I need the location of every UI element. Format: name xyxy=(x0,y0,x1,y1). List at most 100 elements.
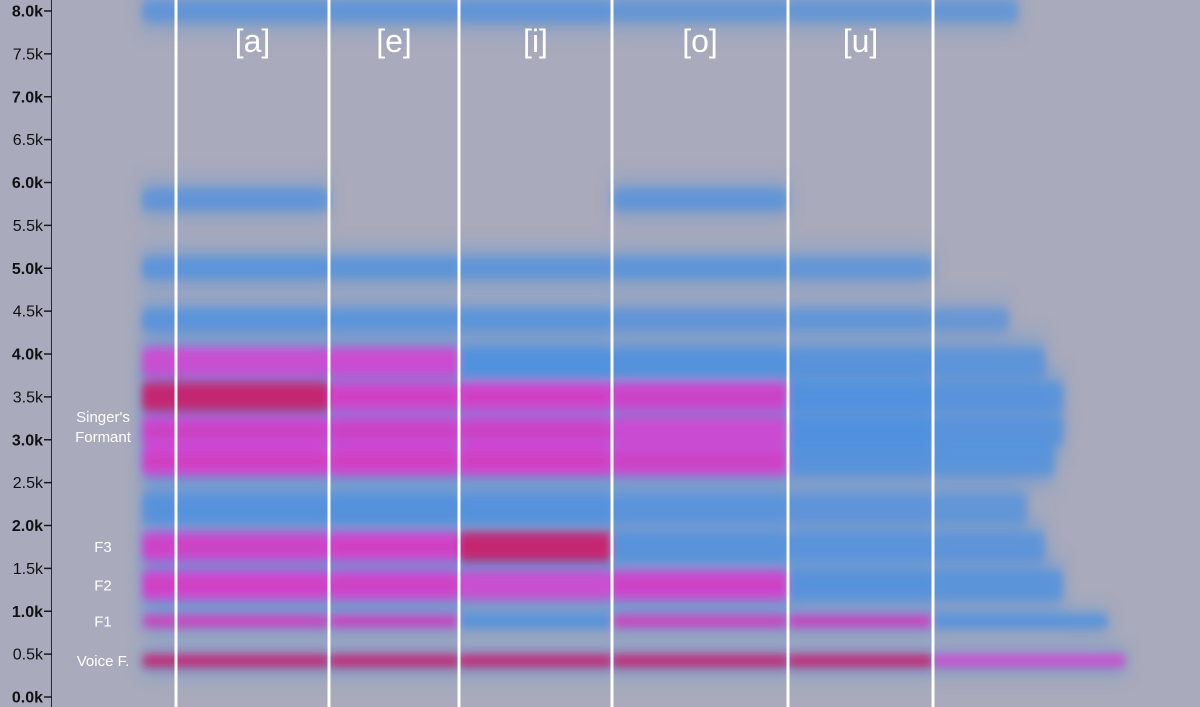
spectral-band xyxy=(788,416,933,447)
y-tick-label: 0.0k xyxy=(12,690,43,707)
spectral-band xyxy=(329,347,459,378)
y-tick-label: 6.0k xyxy=(12,175,43,192)
y-tick-label: 7.0k xyxy=(12,89,43,106)
spectral-band xyxy=(459,347,612,378)
spectral-band-core xyxy=(333,583,455,588)
spectral-band-core xyxy=(333,658,455,663)
spectral-band xyxy=(459,257,612,280)
spectral-band-core xyxy=(463,429,608,434)
y-tick-label: 1.0k xyxy=(12,604,43,621)
spectral-band xyxy=(788,493,933,524)
formant-annotation: F1 xyxy=(94,614,112,631)
y-tick-label: 2.0k xyxy=(12,518,43,535)
spectral-band xyxy=(788,570,933,601)
spectral-band xyxy=(933,416,1063,447)
spectral-band xyxy=(459,493,612,524)
spectral-band xyxy=(459,308,612,331)
spectral-band xyxy=(612,0,788,22)
spectral-band xyxy=(459,0,612,22)
spectral-band xyxy=(612,308,788,331)
spectral-band-core xyxy=(616,394,784,399)
spectral-band-core xyxy=(333,619,455,624)
formant-annotation: Singer's Formant xyxy=(75,409,132,446)
spectral-band xyxy=(329,308,459,331)
formant-annotation: F2 xyxy=(94,578,112,595)
spectral-band-core xyxy=(146,619,325,624)
spectral-band xyxy=(142,188,329,211)
spectral-band xyxy=(142,257,329,280)
spectral-band xyxy=(933,446,1054,477)
spectral-band-core xyxy=(333,544,455,549)
spectral-band-core xyxy=(616,583,784,588)
spectral-band xyxy=(933,615,1108,628)
spectral-band-core xyxy=(146,583,325,588)
spectral-band-core xyxy=(146,459,325,464)
spectral-band-core xyxy=(146,429,325,434)
spectral-band xyxy=(933,570,1063,601)
spectral-band xyxy=(612,531,788,562)
spectral-band xyxy=(933,654,1126,667)
spectral-band xyxy=(788,0,933,22)
spectral-band xyxy=(142,347,329,378)
spectral-band-core xyxy=(616,658,784,663)
vowel-labels: [a] [e] [i] [o] [u] xyxy=(235,23,879,59)
y-tick-label: 6.5k xyxy=(13,132,44,149)
y-tick-label: 2.5k xyxy=(13,475,44,492)
spectral-band-core xyxy=(146,394,325,399)
y-tick-label: 3.5k xyxy=(13,389,44,406)
spectral-band xyxy=(612,416,788,447)
spectral-band xyxy=(142,493,329,524)
spectral-band xyxy=(788,531,933,562)
spectral-bands-layer xyxy=(142,0,1126,667)
spectral-band-core xyxy=(463,459,608,464)
y-tick-label: 0.5k xyxy=(13,647,44,664)
vowel-label: [e] xyxy=(376,23,412,59)
spectral-band xyxy=(329,0,459,22)
spectral-band xyxy=(788,446,933,477)
y-tick-label: 8.0k xyxy=(12,4,43,21)
spectral-band-core xyxy=(616,619,784,624)
spectral-band xyxy=(933,531,1045,562)
y-axis: 0.0k 0.5k 1.0k 1.5k 2.0k 2.5k 3.0k 3.5k 4.0k 4.5k… xyxy=(12,0,52,707)
y-tick-label: 4.0k xyxy=(12,347,43,364)
spectral-band-core xyxy=(146,658,325,663)
formant-annotation: Voice F. xyxy=(77,653,130,670)
spectral-band xyxy=(788,308,933,331)
spectral-band-core xyxy=(333,459,455,464)
y-tick-label: 5.5k xyxy=(13,218,44,235)
spectral-band xyxy=(459,615,612,628)
spectral-band xyxy=(933,0,1018,22)
formant-annotation: F3 xyxy=(94,539,112,556)
spectral-band xyxy=(612,493,788,524)
formant-annotations: Voice F. F1 F2 F3 Singer's Formant xyxy=(75,409,132,670)
spectral-band-core xyxy=(616,459,784,464)
spectral-band-core xyxy=(146,544,325,549)
y-tick-label: 3.0k xyxy=(12,432,43,449)
vowel-dividers xyxy=(174,0,935,707)
spectral-band xyxy=(329,257,459,280)
vowel-label: [u] xyxy=(843,23,879,59)
spectral-band xyxy=(788,381,933,412)
spectral-band-core xyxy=(333,429,455,434)
vowel-label: [o] xyxy=(682,23,718,59)
y-tick-label: 5.0k xyxy=(12,261,43,278)
spectral-band xyxy=(933,347,1045,378)
y-tick-label: 7.5k xyxy=(13,46,44,63)
spectral-band xyxy=(612,188,788,211)
spectral-band xyxy=(788,257,933,280)
y-tick-label: 1.5k xyxy=(13,561,44,578)
spectral-band-core xyxy=(792,658,929,663)
spectral-band xyxy=(933,493,1027,524)
spectral-band xyxy=(612,257,788,280)
y-tick-label: 4.5k xyxy=(13,304,44,321)
vowel-label: [i] xyxy=(523,23,548,59)
spectral-band xyxy=(459,570,612,601)
spectral-band xyxy=(142,0,329,22)
spectral-band-core xyxy=(333,394,455,399)
spectral-band-core xyxy=(463,544,608,549)
vowel-label: [a] xyxy=(235,23,271,59)
spectral-band-core xyxy=(463,658,608,663)
spectral-band xyxy=(933,381,1063,412)
spectral-band-core xyxy=(463,394,608,399)
